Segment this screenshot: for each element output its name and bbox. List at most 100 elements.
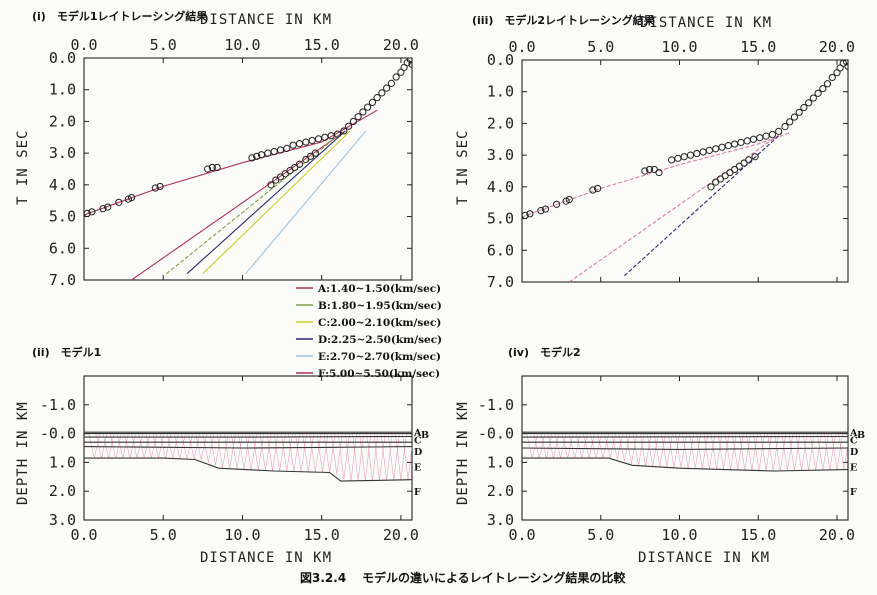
y-tick-label: 3.0 <box>49 511 76 529</box>
observed-point <box>295 140 304 148</box>
observed-point <box>208 163 216 172</box>
observed-point <box>705 146 714 154</box>
ray-path <box>229 433 236 469</box>
ray-path <box>366 433 373 481</box>
ray-path <box>696 433 703 469</box>
layer-label-e: E <box>414 463 421 474</box>
ray-path <box>245 433 252 470</box>
ray-path <box>188 433 195 460</box>
observed-point <box>762 132 770 140</box>
ray-path <box>209 433 216 466</box>
plot-area <box>84 58 412 280</box>
ray-path <box>751 433 758 471</box>
observed-point <box>724 142 732 150</box>
ray-path <box>689 433 696 469</box>
observed-point <box>115 198 123 206</box>
ray-path <box>574 433 581 459</box>
observed-point <box>737 138 745 147</box>
observed-point <box>781 123 789 131</box>
ray-path <box>794 433 801 471</box>
x-tick-label: 10.0 <box>661 38 697 56</box>
layer-boundary <box>84 435 412 438</box>
ray-path <box>639 433 646 466</box>
ray-path <box>595 433 602 459</box>
observed-point <box>104 203 112 211</box>
observed-point <box>795 108 803 116</box>
ray-path <box>652 433 659 467</box>
ray-path <box>822 433 829 471</box>
x-axis-label: DISTANCE IN KM <box>640 15 772 31</box>
layer-label-c: C <box>850 435 858 446</box>
ray-path <box>122 433 129 459</box>
ray-path <box>300 433 307 472</box>
observed-point <box>302 138 310 146</box>
layer-boundary <box>522 447 848 450</box>
observed-point <box>756 134 764 142</box>
observed-point <box>99 205 107 213</box>
ray-path <box>645 433 652 466</box>
ray-path <box>717 433 724 470</box>
layer-label-a: A <box>849 428 858 439</box>
ray-path <box>352 433 359 481</box>
ray-path <box>702 433 709 469</box>
observed-point <box>345 122 353 130</box>
y-axis-label: T IN SEC <box>15 130 31 205</box>
ray-path <box>767 433 774 471</box>
travel-time-curve-rays <box>522 132 790 218</box>
layer-label-f: F <box>850 487 857 498</box>
observed-point <box>712 145 720 153</box>
ray-path <box>136 433 143 459</box>
ray-path <box>179 433 186 459</box>
observed-point <box>775 127 783 135</box>
ray-path <box>138 433 145 459</box>
ray-path <box>316 433 323 473</box>
observed-point <box>786 118 794 126</box>
observed-point <box>731 140 739 148</box>
ray-path <box>737 433 744 470</box>
observed-point <box>373 94 381 102</box>
observed-point <box>686 151 695 159</box>
panel-model1-structure: (ii) モデル1 DISTANCE IN KM DEPTH IN KM 0.0… <box>15 345 429 566</box>
ray-path <box>201 433 208 460</box>
observed-point <box>408 60 412 68</box>
ray-path <box>265 433 272 471</box>
y-tick-label: 6.0 <box>49 239 76 257</box>
layer-label-a: A <box>413 428 422 439</box>
ray-path <box>295 433 302 472</box>
ray-path <box>222 433 229 468</box>
ray-path <box>753 433 760 471</box>
x-axis-label: DISTANCE IN KM <box>200 550 332 566</box>
ray-path <box>95 433 102 459</box>
observed-point <box>589 186 597 194</box>
ray-path <box>365 433 372 481</box>
observed-point <box>809 94 817 102</box>
ray-path <box>350 433 357 482</box>
ray-path <box>824 433 831 471</box>
layer-label-c: C <box>414 435 422 446</box>
ray-path <box>402 433 409 480</box>
observed-point <box>749 135 758 143</box>
layer-label-e: E <box>850 463 857 474</box>
ray-path <box>654 433 661 467</box>
ray-path <box>731 433 739 470</box>
observed-point <box>844 62 848 70</box>
observed-point <box>392 73 400 81</box>
ray-path <box>279 433 286 472</box>
ray-path <box>252 433 259 470</box>
ray-path <box>730 433 737 470</box>
observed-point <box>276 146 285 154</box>
legend-entry-e: E:2.70~2.70(km/sec) <box>318 351 441 363</box>
ray-path <box>611 433 618 460</box>
ray-path <box>145 433 152 459</box>
ray-path <box>174 433 181 459</box>
observed-point <box>88 208 96 216</box>
y-tick-label: 3.0 <box>487 146 514 164</box>
panel-title: (ii) モデル1 <box>32 345 101 359</box>
plot-area <box>522 60 848 282</box>
ray-path <box>739 433 746 471</box>
y-tick-label: 1.0 <box>487 83 514 101</box>
ray-path <box>165 433 172 459</box>
ray-path <box>286 433 293 472</box>
observed-point <box>814 89 822 97</box>
